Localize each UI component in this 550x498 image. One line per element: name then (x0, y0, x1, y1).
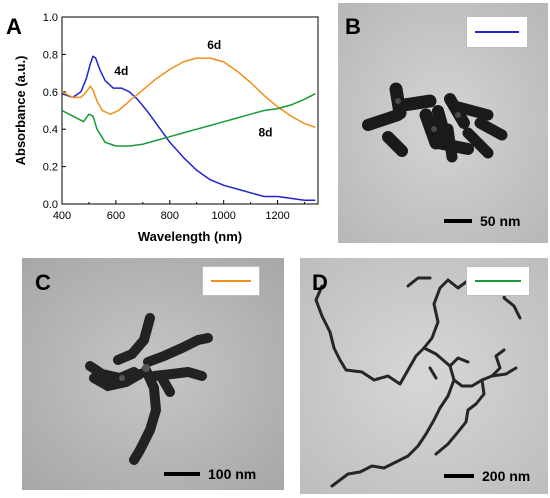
absorbance-chart-svg: 0.0 0.2 0.4 0.6 0.8 1.0 400 600 800 1000 1200 Wavel… (13, 12, 319, 244)
legend-swatch-d (466, 266, 530, 296)
scale-bar-b: 50 nm (444, 213, 520, 229)
tem-particles-c (22, 258, 284, 490)
series-annotation-4d: 4d (114, 64, 128, 78)
tem-particles-b (338, 3, 548, 243)
legend-swatch-c (202, 266, 260, 296)
tem-particles-d (300, 258, 548, 494)
scale-label-c: 100 nm (208, 466, 257, 482)
scale-bar-line-c (164, 472, 200, 476)
tem-image-d: 200 nm (300, 258, 548, 494)
x-tick-label: 600 (107, 210, 125, 222)
y-tick-label: 0.2 (43, 162, 58, 174)
panel-a-letter: A (6, 14, 22, 39)
legend-line-d (475, 280, 521, 282)
scale-label-b: 50 nm (480, 213, 521, 229)
panel-b-letter: B (345, 14, 361, 39)
scale-bar-line-b (444, 219, 472, 223)
x-tick-label: 1000 (211, 210, 235, 222)
series-annotation-6d: 6d (207, 38, 221, 52)
panel-c-letter: C (35, 270, 51, 295)
series-line-6d (62, 57, 316, 129)
x-tick-label: 1200 (265, 210, 289, 222)
x-axis-label: Wavelength (nm) (138, 229, 242, 244)
y-tick-label: 0.4 (43, 124, 58, 136)
y-axis-label: Absorbance (a.u.) (13, 56, 28, 166)
x-tick-label: 800 (161, 210, 179, 222)
legend-line-c (211, 280, 251, 282)
legend-swatch-b (466, 16, 528, 48)
series-annotation-8d: 8d (258, 126, 272, 140)
y-tick-label: 0.6 (43, 87, 58, 99)
series-line-8d (62, 93, 316, 147)
scale-bar-d: 200 nm (444, 468, 530, 484)
scale-bar-c: 100 nm (164, 466, 256, 482)
tem-image-b: 50 nm (338, 3, 548, 243)
panel-d-letter: D (312, 270, 328, 295)
x-tick-label: 400 (53, 210, 71, 222)
y-tick-label: 1.0 (43, 12, 58, 24)
legend-line-b (475, 31, 519, 33)
plot-frame (61, 16, 319, 205)
scale-bar-line-d (444, 474, 474, 478)
series-line-4d (62, 55, 316, 202)
y-tick-label: 0.8 (43, 49, 58, 61)
tem-image-c: 100 nm (22, 258, 284, 490)
y-tick-label: 0.0 (43, 199, 58, 211)
absorbance-chart: 0.0 0.2 0.4 0.6 0.8 1.0 400 600 800 1000 1200 Wavel… (0, 0, 335, 250)
scale-label-d: 200 nm (482, 468, 531, 484)
